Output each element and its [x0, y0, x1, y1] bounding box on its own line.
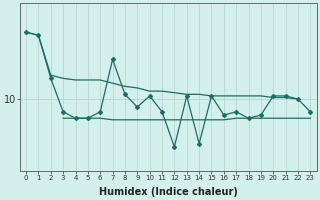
- X-axis label: Humidex (Indice chaleur): Humidex (Indice chaleur): [99, 187, 238, 197]
